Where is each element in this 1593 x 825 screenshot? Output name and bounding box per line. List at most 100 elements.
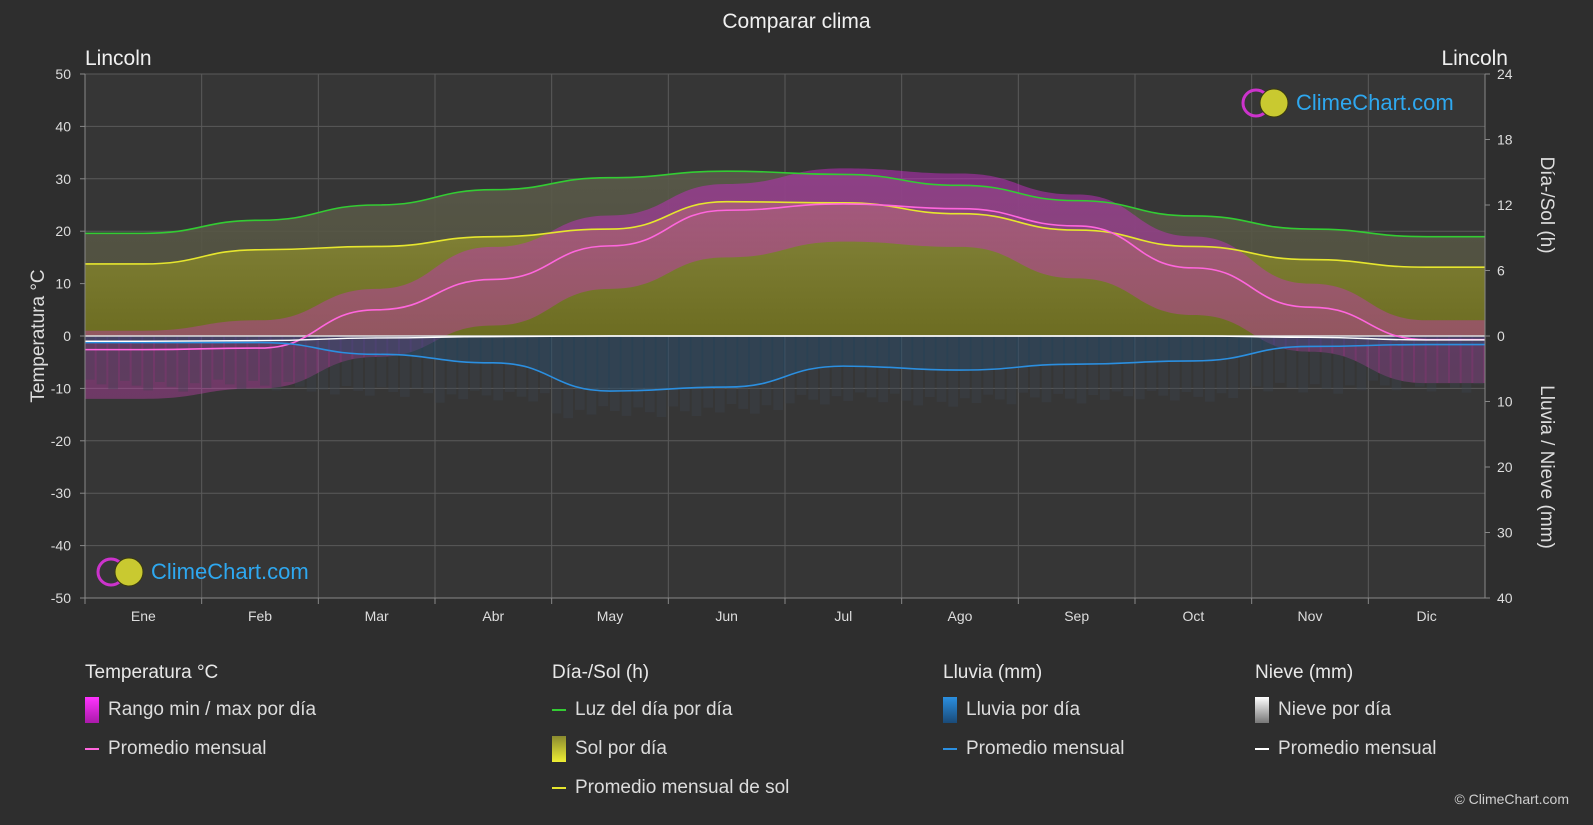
legend-swatch-box — [552, 736, 566, 762]
daily-precip-bar — [423, 336, 433, 394]
daily-precip-bar — [960, 336, 970, 399]
daily-precip-bar — [166, 336, 177, 387]
daily-precip-bar — [1450, 336, 1460, 388]
daily-precip-bar — [575, 336, 585, 410]
right-precip-tick-label: 30 — [1497, 525, 1513, 541]
right-precip-tick-label: 10 — [1497, 394, 1513, 410]
legend-item-label: Lluvia por día — [966, 699, 1081, 720]
daily-precip-bar — [680, 336, 690, 412]
daily-precip-bar — [341, 336, 352, 387]
daylight-line — [85, 170, 1485, 238]
legend-group: Temperatura °C Rango min / max por día Pro… — [85, 662, 316, 776]
left-tick-label: 10 — [55, 276, 71, 292]
copyright: © ClimeChart.com — [1454, 791, 1569, 807]
legend-group-title: Nieve (mm) — [1255, 662, 1354, 683]
daily-precip-bar — [493, 336, 503, 401]
daily-precip-bar — [738, 336, 748, 409]
daily-precip-bar — [890, 336, 900, 394]
daily-precip-bar — [1368, 336, 1378, 381]
left-tick-label: 0 — [63, 328, 71, 344]
daily-precip-bar — [1263, 336, 1273, 392]
daily-precip-bar — [925, 336, 935, 398]
daily-precip-bar — [213, 336, 223, 380]
daily-precip-bar — [1298, 336, 1308, 393]
daily-precip-bar — [1403, 336, 1413, 382]
month-label: Jul — [834, 608, 852, 624]
daily-precip-bar — [1006, 336, 1017, 405]
legend-swatch-line — [943, 748, 957, 750]
left-tick-label: -20 — [51, 433, 71, 449]
daily-precip-bar — [598, 336, 608, 407]
legend-item-label: Sol por día — [575, 738, 667, 759]
temperature-range-band — [85, 168, 1485, 399]
daily-precip-bar — [563, 336, 573, 419]
daily-precip-bar — [1065, 336, 1075, 399]
month-label: Sep — [1064, 608, 1089, 624]
daily-precip-bar — [936, 336, 947, 402]
left-tick-label: 40 — [55, 118, 71, 134]
daily-precip-bar — [260, 336, 270, 386]
daily-precip-bar — [913, 336, 923, 406]
legend-item: Nieve por día — [1255, 697, 1436, 723]
legend-swatch-line — [1255, 748, 1269, 750]
daily-precip-bar — [995, 336, 1005, 400]
left-tick-label: 20 — [55, 223, 71, 239]
daily-precip-bar — [1018, 336, 1028, 393]
chart-title: Comparar clima — [722, 10, 871, 33]
daily-precip-bar — [295, 336, 305, 387]
daily-precip-bar — [1030, 336, 1040, 398]
left-axis-title: Temperatura °C — [28, 269, 49, 402]
legend-swatch-line — [552, 709, 566, 711]
right-hours-tick-label: 12 — [1497, 197, 1513, 213]
daily-precip-bar — [1146, 336, 1157, 391]
daily-precip-bar — [1088, 336, 1098, 396]
daily-precip-bar — [1216, 336, 1227, 394]
daily-precip-bar — [1275, 336, 1285, 383]
daily-precip-bar — [948, 336, 958, 407]
daily-precip-bar — [85, 336, 95, 380]
month-label: Dic — [1417, 608, 1437, 624]
month-label: Abr — [482, 608, 504, 624]
daily-precip-bar — [283, 336, 293, 382]
daily-precip-bar — [586, 336, 597, 415]
daily-precip-bar — [131, 336, 142, 386]
daily-precip-bar — [750, 336, 760, 414]
daily-precip-bar — [178, 336, 188, 392]
daily-precip-bar — [1345, 336, 1355, 386]
daily-precip-bar — [540, 336, 550, 394]
legend-group: Lluvia (mm) Lluvia por día Promedio mensua… — [943, 662, 1124, 776]
daily-precip-bar — [621, 336, 632, 416]
legend-swatch-line — [85, 748, 99, 750]
left-tick-label: 50 — [55, 66, 71, 82]
daily-precip-bar — [190, 336, 200, 384]
legend-item-label: Promedio mensual — [966, 738, 1125, 759]
month-label: Feb — [248, 608, 272, 624]
daily-precip-bar — [143, 336, 153, 391]
legend-item-label: Promedio mensual de sol — [575, 777, 790, 798]
left-tick-label: -30 — [51, 485, 71, 501]
daily-precip-bar — [1286, 336, 1297, 388]
right-precip-tick-label: 40 — [1497, 590, 1513, 606]
daily-precip-bar — [703, 336, 713, 408]
logo-top: ClimeChart.com — [1240, 86, 1454, 120]
logo-bottom: ClimeChart.com — [95, 555, 309, 589]
daily-precip-bar — [1333, 336, 1343, 394]
daily-precip-bar — [878, 336, 888, 403]
daily-precip-bar — [1251, 336, 1262, 387]
legend-group-title: Temperatura °C — [85, 662, 219, 683]
daily-precip-bar — [1356, 336, 1367, 391]
daily-precip-bar — [236, 336, 247, 390]
daily-precip-bar — [1380, 336, 1390, 386]
daily-precip-bar — [1135, 336, 1145, 400]
logo-text: ClimeChart.com — [151, 559, 309, 584]
daily-precip-bar — [96, 336, 107, 385]
right-bottom-axis-title: Lluvia / Nieve (mm) — [1536, 385, 1557, 549]
daily-precip-bar — [1321, 336, 1332, 389]
daily-precip-bar — [656, 336, 667, 418]
daily-precip-bar — [411, 336, 422, 389]
legend-item: Rango min / max por día — [85, 697, 316, 723]
left-tick-label: -10 — [51, 380, 71, 396]
right-hours-tick-label: 0 — [1497, 328, 1505, 344]
right-hours-tick-label: 24 — [1497, 66, 1513, 82]
daily-precip-bar — [1181, 336, 1192, 393]
